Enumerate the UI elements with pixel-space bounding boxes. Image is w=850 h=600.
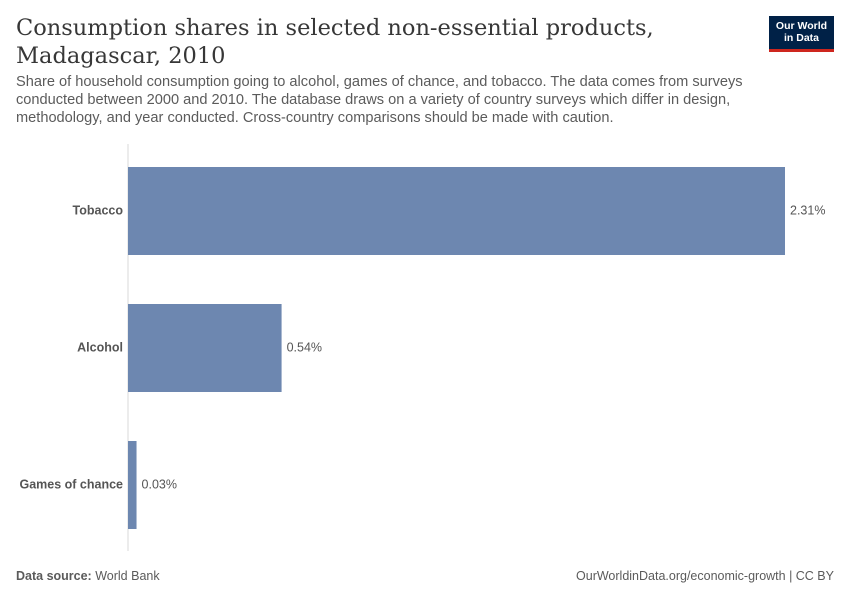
bar-games-of-chance[interactable] (128, 441, 137, 529)
chart-subtitle: Share of household consumption going to … (16, 74, 743, 126)
source-url-license[interactable]: OurWorldinData.org/economic-growth | CC … (576, 569, 834, 583)
bar-tobacco[interactable] (128, 167, 785, 255)
category-label: Games of chance (19, 477, 123, 491)
owid-logo[interactable]: Our World in Data (769, 16, 834, 52)
category-label: Alcohol (77, 340, 123, 354)
data-source-value: World Bank (95, 569, 160, 583)
category-label: Tobacco (73, 203, 124, 217)
data-source-label: Data source: (16, 569, 92, 583)
value-label: 0.54% (287, 340, 322, 354)
value-label: 2.31% (790, 203, 825, 217)
bar-alcohol[interactable] (128, 304, 282, 392)
value-label: 0.03% (142, 477, 177, 491)
chart-title: Consumption shares in selected non-essen… (16, 15, 654, 69)
logo-line-1: Our World (775, 20, 828, 32)
data-source: Data source: World Bank (16, 569, 160, 583)
logo-line-2: in Data (783, 31, 819, 44)
bar-chart: Tobacco 2.31% Alcohol 0.54% Games of chance 0… (19, 144, 825, 551)
